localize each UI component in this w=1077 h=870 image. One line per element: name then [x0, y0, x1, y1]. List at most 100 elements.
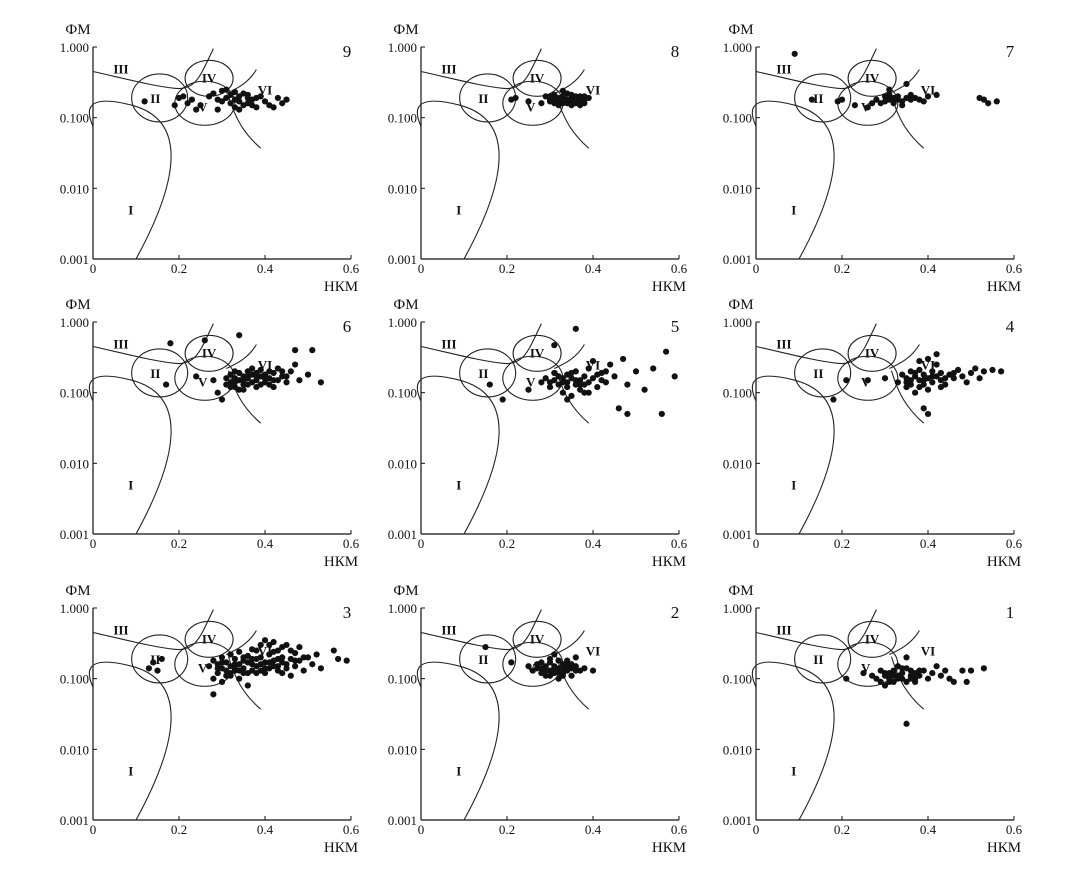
x-tick-label: 0.2	[834, 261, 850, 276]
region-iii-boundary	[755, 323, 877, 365]
data-point	[877, 678, 884, 686]
region-label-v: V	[526, 374, 536, 389]
x-axis-title: НКМ	[324, 554, 358, 570]
data-point	[894, 379, 902, 386]
region-label-ii: II	[813, 91, 823, 106]
region-iii-boundary	[755, 609, 877, 651]
region-ii-ellipse	[131, 73, 189, 123]
data-point	[607, 361, 614, 368]
y-tick-label: 0.001	[60, 813, 89, 828]
x-tick-label: 0.2	[834, 822, 850, 837]
panel-number: 6	[343, 317, 352, 336]
panel-number: 4	[1006, 317, 1015, 336]
y-tick-label: 0.001	[388, 527, 417, 542]
region-label-v: V	[526, 99, 536, 114]
region-vi-lower-boundary	[890, 656, 925, 710]
data-point	[559, 672, 567, 679]
panel-number: 3	[343, 603, 352, 622]
data-point	[231, 89, 238, 96]
data-point	[300, 667, 307, 674]
y-axis-title: ФМ	[65, 583, 90, 599]
data-point	[163, 381, 170, 388]
y-axis-title: ФМ	[728, 583, 753, 599]
region-vi-lower-boundary	[227, 656, 262, 710]
data-point	[206, 663, 213, 670]
data-point	[542, 375, 549, 382]
data-point	[624, 381, 631, 388]
data-point	[343, 657, 350, 664]
data-point	[577, 93, 584, 100]
region-i-boundary	[416, 375, 500, 535]
data-point	[899, 665, 906, 672]
y-tick-label: 0.010	[723, 742, 752, 757]
data-point	[141, 98, 148, 105]
region-iv-ellipse	[847, 59, 897, 97]
data-point	[632, 368, 640, 375]
region-vi-upper-boundary	[889, 630, 920, 655]
data-point	[236, 386, 243, 393]
data-point	[287, 368, 294, 375]
panel-7: 0 0.2 0.4 0.60.0010.0100.1001.000ФМНКМ7IIII…	[723, 22, 1023, 295]
data-point	[223, 94, 230, 102]
data-point	[989, 366, 996, 373]
x-tick-label: 0.2	[499, 822, 515, 837]
data-point	[227, 371, 234, 378]
data-point	[937, 383, 945, 391]
data-point	[559, 96, 567, 103]
data-point	[542, 663, 549, 670]
x-axis-title: НКМ	[987, 279, 1021, 295]
data-point	[572, 381, 579, 388]
panel-6: 0 0.2 0.4 0.60.0010.0100.1001.000ФМНКМ6IIII…	[60, 297, 360, 570]
data-point	[218, 654, 226, 661]
data-point	[929, 368, 936, 375]
data-point	[577, 381, 584, 388]
data-point	[663, 348, 670, 355]
region-label-v: V	[198, 374, 208, 389]
data-point	[218, 396, 226, 403]
data-point	[555, 102, 562, 109]
region-i-boundary	[88, 100, 172, 260]
data-point	[249, 655, 256, 663]
region-vi-upper-boundary	[554, 344, 585, 369]
data-point	[261, 669, 269, 677]
data-point	[145, 665, 152, 672]
data-point	[261, 98, 269, 105]
data-point	[555, 665, 562, 672]
y-tick-label: 0.100	[388, 111, 417, 126]
data-point	[551, 665, 558, 672]
data-point	[589, 667, 597, 674]
data-point	[274, 667, 281, 674]
y-tick-label: 1.000	[60, 601, 89, 616]
data-point	[542, 667, 549, 674]
data-point	[980, 368, 988, 375]
region-label-iv: IV	[530, 71, 545, 86]
data-point	[881, 375, 889, 382]
data-point	[873, 96, 880, 103]
region-iii-boundary	[92, 48, 214, 90]
data-point	[236, 98, 243, 105]
data-point	[283, 373, 290, 380]
data-point	[551, 651, 558, 658]
data-point	[257, 641, 264, 649]
region-label-v: V	[198, 660, 208, 675]
data-point	[959, 373, 966, 380]
data-point	[253, 94, 260, 102]
y-tick-label: 0.010	[388, 742, 417, 757]
region-label-vi: VI	[586, 644, 600, 659]
data-point	[577, 102, 584, 109]
region-label-iii: III	[441, 336, 456, 351]
region-label-i: I	[128, 478, 133, 493]
data-point	[585, 379, 592, 386]
data-point	[274, 94, 281, 102]
data-point	[214, 106, 221, 113]
data-point	[236, 675, 243, 682]
data-point	[937, 369, 945, 377]
data-point	[903, 720, 910, 727]
panel-9: 0 0.2 0.4 0.60.0010.0100.1001.000ФМНКМ9IIII…	[60, 22, 360, 295]
data-point	[950, 375, 957, 382]
data-point	[253, 647, 260, 654]
data-point	[568, 102, 575, 109]
region-ii-ellipse	[131, 634, 189, 684]
x-tick-label: 0.4	[920, 261, 937, 276]
x-tick-label: 0	[90, 536, 97, 551]
